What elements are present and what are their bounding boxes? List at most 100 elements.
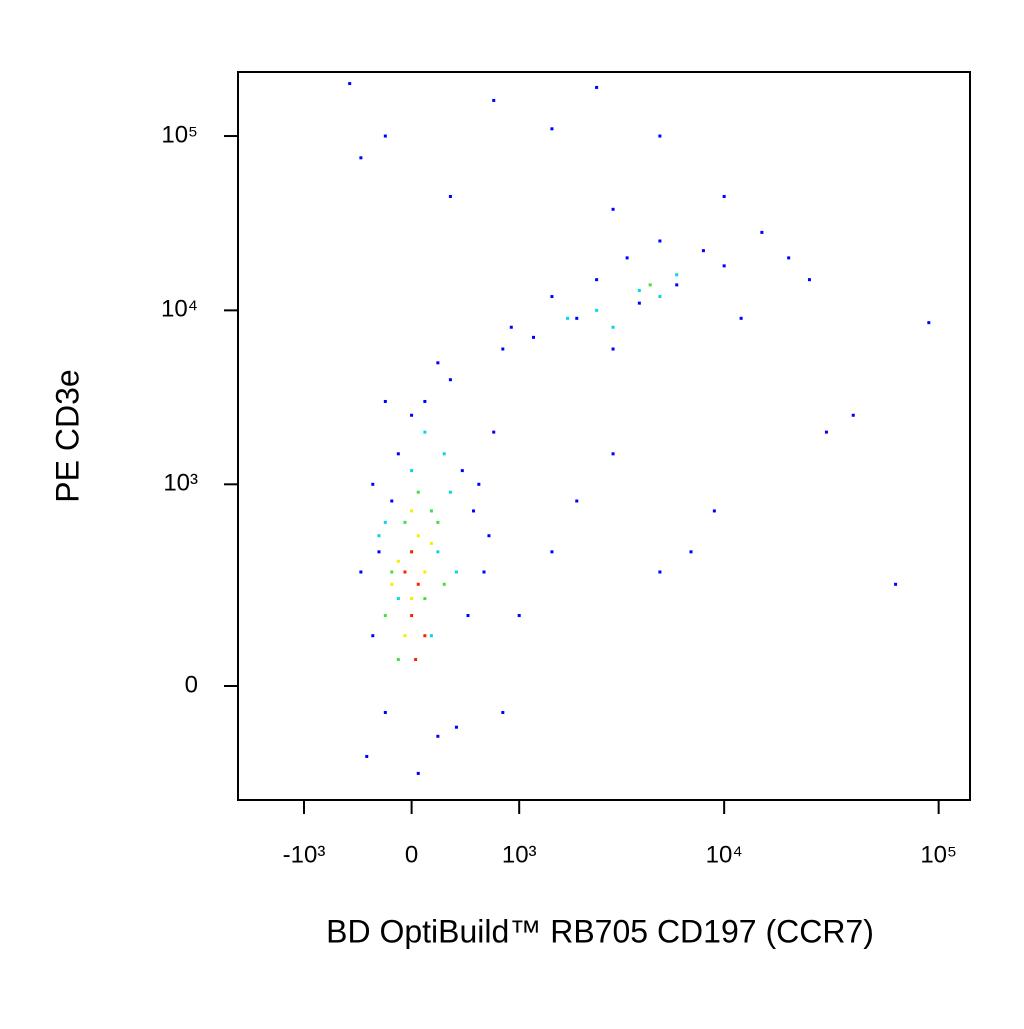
point xyxy=(377,534,381,538)
point xyxy=(477,482,481,486)
y-tick-label: 0 xyxy=(185,671,198,698)
point xyxy=(550,550,554,554)
point xyxy=(436,361,440,365)
point xyxy=(460,469,464,473)
point xyxy=(760,230,764,234)
point xyxy=(454,570,458,574)
point xyxy=(487,534,491,538)
point xyxy=(448,378,452,382)
point xyxy=(658,570,662,574)
point xyxy=(423,570,427,574)
point xyxy=(416,582,420,586)
point xyxy=(472,509,476,513)
point xyxy=(611,452,615,456)
y-tick-label: 10³ xyxy=(163,470,198,497)
point xyxy=(410,509,414,513)
point xyxy=(383,520,387,524)
point xyxy=(390,582,394,586)
point xyxy=(416,534,420,538)
point xyxy=(383,614,387,618)
point xyxy=(675,283,679,287)
point xyxy=(611,207,615,211)
point xyxy=(371,482,375,486)
point xyxy=(658,239,662,243)
point xyxy=(501,710,505,714)
point xyxy=(390,570,394,574)
point xyxy=(501,347,505,351)
point xyxy=(429,634,433,638)
point xyxy=(824,430,828,434)
point xyxy=(365,754,369,758)
point xyxy=(595,278,599,282)
point xyxy=(675,273,679,277)
point xyxy=(448,194,452,198)
point xyxy=(410,614,414,618)
point xyxy=(383,399,387,403)
point xyxy=(595,308,599,312)
point xyxy=(371,634,375,638)
point xyxy=(423,430,427,434)
point xyxy=(410,469,414,473)
point xyxy=(658,134,662,138)
point xyxy=(575,316,579,320)
point xyxy=(442,452,446,456)
point xyxy=(377,550,381,554)
point xyxy=(423,399,427,403)
point xyxy=(787,256,791,260)
point xyxy=(403,570,407,574)
point xyxy=(807,278,811,282)
x-tick-label: 10⁴ xyxy=(706,841,743,868)
point xyxy=(448,490,452,494)
point xyxy=(492,98,496,102)
point xyxy=(403,634,407,638)
x-tick-label: 10³ xyxy=(502,841,537,868)
plot-frame xyxy=(237,71,971,801)
point xyxy=(429,541,433,545)
point xyxy=(492,430,496,434)
point xyxy=(423,597,427,601)
point xyxy=(851,413,855,417)
point xyxy=(658,295,662,299)
point xyxy=(637,288,641,292)
point xyxy=(595,85,599,89)
point xyxy=(410,550,414,554)
point xyxy=(436,734,440,738)
point xyxy=(566,316,570,320)
point xyxy=(423,634,427,638)
point xyxy=(416,771,420,775)
point xyxy=(739,316,743,320)
point xyxy=(625,256,629,260)
x-axis-title: BD OptiBuild™ RB705 CD197 (CCR7) xyxy=(326,913,874,949)
point xyxy=(436,520,440,524)
point xyxy=(611,325,615,329)
x-tick-label: -10³ xyxy=(283,841,326,868)
point xyxy=(396,658,400,662)
point xyxy=(454,725,458,729)
point xyxy=(359,156,363,160)
point xyxy=(436,550,440,554)
point xyxy=(396,452,400,456)
point xyxy=(383,710,387,714)
point xyxy=(410,597,414,601)
point xyxy=(396,597,400,601)
point xyxy=(722,194,726,198)
point xyxy=(611,347,615,351)
point xyxy=(927,321,931,325)
point xyxy=(429,509,433,513)
point xyxy=(637,301,641,305)
y-axis-title: PE CD3e xyxy=(49,369,85,502)
point xyxy=(550,295,554,299)
point xyxy=(390,499,394,503)
point xyxy=(359,570,363,574)
point xyxy=(383,134,387,138)
point xyxy=(648,283,652,287)
point xyxy=(575,499,579,503)
x-tick-label: 0 xyxy=(405,841,418,868)
point xyxy=(722,264,726,268)
point xyxy=(532,335,536,339)
point xyxy=(396,559,400,563)
point xyxy=(442,582,446,586)
point xyxy=(416,490,420,494)
point xyxy=(466,614,470,618)
